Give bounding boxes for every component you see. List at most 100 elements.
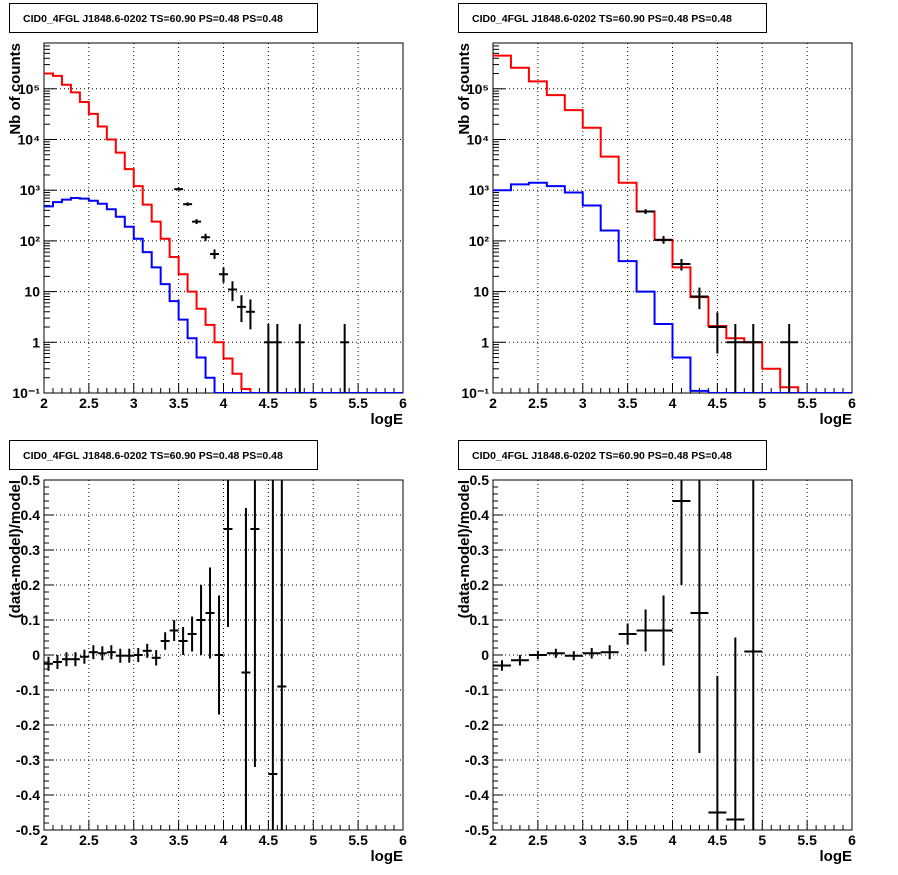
data-point bbox=[564, 651, 583, 661]
x-tick-label: 6 bbox=[399, 832, 407, 848]
y-tick-label: -0.5 bbox=[16, 822, 40, 838]
x-tick-label: 3 bbox=[579, 395, 587, 411]
data-point bbox=[70, 652, 80, 667]
data-point bbox=[672, 480, 691, 585]
x-tick-label: 2.5 bbox=[79, 832, 99, 848]
plot-title-box: CID0_4FGL J1848.6-0202 TS=60.90 PS=0.48 … bbox=[9, 3, 318, 33]
x-tick-label: 2 bbox=[489, 832, 497, 848]
y-tick-label: 10⁵ bbox=[467, 81, 489, 97]
data-point bbox=[133, 648, 143, 662]
y-tick-label: 0.1 bbox=[470, 612, 490, 628]
x-tick-label: 4 bbox=[669, 395, 677, 411]
plot-area bbox=[493, 54, 852, 393]
data-point bbox=[187, 616, 197, 652]
y-tick-label: -0.4 bbox=[16, 787, 40, 803]
pad-residuals-left: CID0_4FGL J1848.6-0202 TS=60.90 PS=0.48 … bbox=[0, 437, 449, 874]
data-point bbox=[708, 676, 727, 830]
data-point bbox=[124, 648, 134, 663]
ticks bbox=[43, 42, 404, 394]
residuals-chart-left: 2 2.5 3 3.5 4 4.5 5 5.5 6 -0.5 -0.4 -0.3 -0.2 -0.1 0 0.… bbox=[7, 472, 407, 865]
data-point bbox=[223, 480, 233, 627]
y-tick-label: 0.1 bbox=[21, 612, 41, 628]
x-tick-label: 2.5 bbox=[528, 395, 548, 411]
data-points bbox=[636, 209, 799, 393]
data-point bbox=[214, 595, 224, 715]
y-axis-label: (data-model)/model bbox=[456, 480, 473, 618]
counts-chart-left: 2 2.5 3 3.5 4 4.5 5 5.5 6 10⁻¹ 1 10 10² 10³ 10⁴ 10⁵ logE… bbox=[7, 42, 407, 428]
data-point bbox=[192, 219, 202, 225]
data-point bbox=[272, 323, 282, 393]
plot-title: CID0_4FGL J1848.6-0202 TS=60.90 PS=0.48 … bbox=[472, 450, 732, 462]
x-tick-label: 4.5 bbox=[259, 832, 279, 848]
data-point bbox=[219, 267, 228, 283]
data-point bbox=[79, 649, 89, 664]
y-tick-label: -0.1 bbox=[465, 682, 489, 698]
x-tick-label: 3 bbox=[130, 395, 138, 411]
x-tick-label: 2.5 bbox=[79, 395, 99, 411]
x-tick-label: 5 bbox=[758, 832, 766, 848]
y-tick-label: 0.3 bbox=[470, 542, 490, 558]
x-tick-label: 4 bbox=[669, 832, 677, 848]
data-points bbox=[174, 187, 350, 393]
data-point bbox=[546, 648, 565, 658]
x-axis-label: logE bbox=[820, 411, 853, 428]
data-point bbox=[205, 567, 215, 659]
data-point bbox=[744, 323, 763, 393]
data-point bbox=[582, 648, 601, 659]
data-point bbox=[690, 480, 709, 753]
data-point bbox=[672, 258, 691, 271]
pad-counts-right: CID0_4FGL J1848.6-0202 TS=60.90 PS=0.48 … bbox=[449, 0, 898, 437]
x-tick-label: 5 bbox=[309, 395, 317, 411]
data-point bbox=[277, 480, 287, 830]
x-tick-label: 5 bbox=[309, 832, 317, 848]
y-tick-label: 10⁻¹ bbox=[461, 385, 489, 401]
data-point bbox=[263, 323, 273, 393]
data-point bbox=[52, 655, 62, 669]
data-point bbox=[97, 646, 107, 661]
plot-title-box: CID0_4FGL J1848.6-0202 TS=60.90 PS=0.48 … bbox=[9, 440, 318, 470]
data-point bbox=[493, 660, 511, 671]
plot-title-box: CID0_4FGL J1848.6-0202 TS=60.90 PS=0.48 … bbox=[458, 3, 767, 33]
y-axis-label: Nb of counts bbox=[7, 43, 24, 135]
y-tick-label: 0 bbox=[481, 647, 489, 663]
data-point bbox=[636, 609, 655, 652]
data-point bbox=[708, 312, 727, 354]
plot-title: CID0_4FGL J1848.6-0202 TS=60.90 PS=0.48 … bbox=[23, 450, 283, 462]
x-tick-label: 3 bbox=[130, 832, 138, 848]
y-tick-label: 1 bbox=[481, 334, 489, 350]
x-tick-label: 6 bbox=[399, 395, 407, 411]
data-point bbox=[250, 480, 260, 767]
x-tick-label: 4 bbox=[220, 395, 228, 411]
data-points bbox=[44, 480, 287, 830]
x-tick-label: 6 bbox=[848, 832, 856, 848]
data-point bbox=[295, 323, 305, 393]
x-tick-label: 2 bbox=[40, 832, 48, 848]
data-point bbox=[340, 323, 350, 393]
pad-counts-left: CID0_4FGL J1848.6-0202 TS=60.90 PS=0.48 … bbox=[0, 0, 449, 437]
data-point bbox=[654, 235, 673, 244]
x-tick-label: 3.5 bbox=[169, 832, 189, 848]
data-point bbox=[780, 323, 799, 393]
ticks bbox=[492, 479, 853, 831]
y-tick-label: 10 bbox=[24, 284, 40, 300]
y-tick-label: -0.2 bbox=[465, 717, 489, 733]
data-point bbox=[196, 585, 206, 655]
data-point bbox=[44, 656, 53, 671]
series-line bbox=[493, 181, 852, 393]
plot-area bbox=[44, 72, 403, 393]
data-point bbox=[88, 645, 98, 660]
y-axis-label: Nb of counts bbox=[456, 43, 473, 135]
data-point bbox=[268, 480, 278, 830]
y-tick-label: 10 bbox=[473, 284, 489, 300]
data-point bbox=[744, 480, 763, 830]
data-point bbox=[169, 620, 179, 641]
x-tick-label: 5.5 bbox=[348, 832, 368, 848]
x-tick-label: 5.5 bbox=[348, 395, 368, 411]
x-tick-label: 3.5 bbox=[618, 832, 638, 848]
x-axis-label: logE bbox=[371, 411, 404, 428]
x-axis-label: logE bbox=[820, 848, 853, 865]
plot-title: CID0_4FGL J1848.6-0202 TS=60.90 PS=0.48 … bbox=[23, 13, 283, 25]
data-point bbox=[115, 648, 125, 663]
x-tick-label: 4.5 bbox=[708, 395, 728, 411]
